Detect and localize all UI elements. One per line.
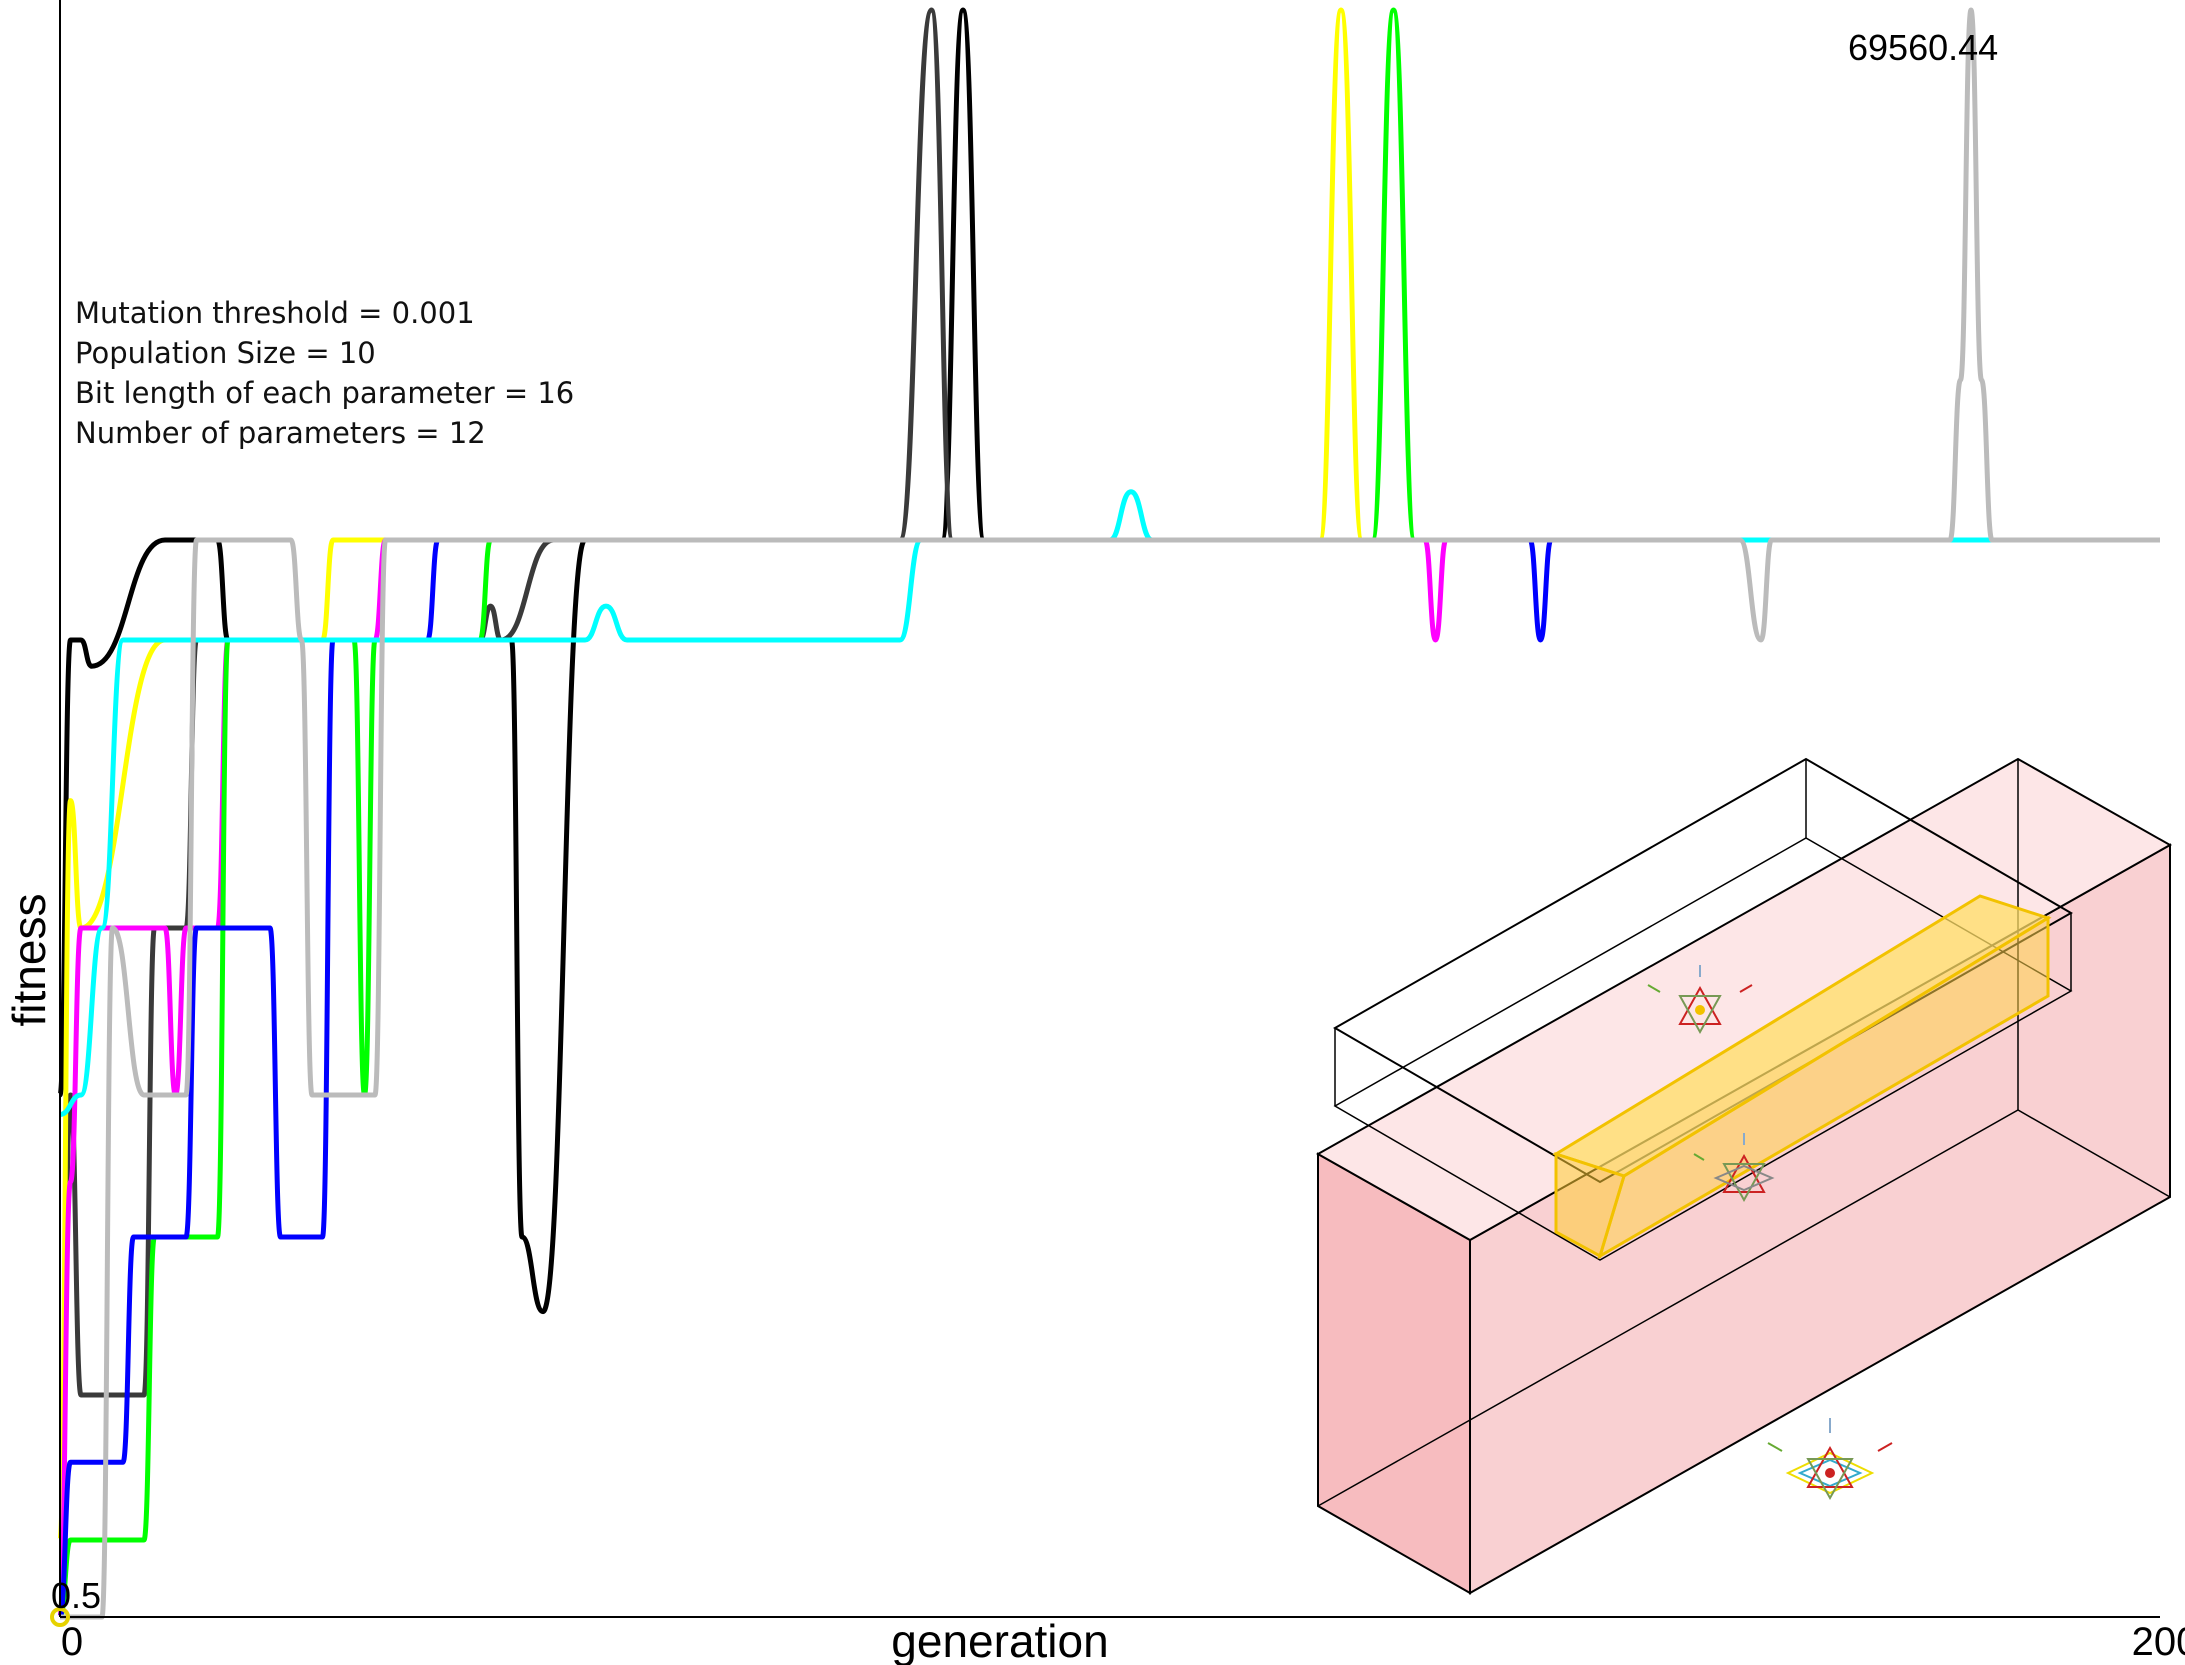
note-mutation-threshold: Mutation threshold = 0.001 xyxy=(75,296,475,330)
y-min-label: 0.5 xyxy=(51,1575,101,1616)
series-layer xyxy=(57,7,2160,1620)
marker-glyph-middle xyxy=(1693,1133,1775,1203)
yellow-bar-left xyxy=(1554,1151,1626,1259)
marker-glyph-top xyxy=(1647,965,1753,1035)
series-line-6 xyxy=(57,537,2160,1620)
series-line-2 xyxy=(57,7,2160,1620)
note-bit-length: Bit length of each parameter = 16 xyxy=(75,376,575,410)
x-tick-label-200: 200 xyxy=(2132,1620,2185,1664)
series-line-1 xyxy=(57,7,2160,1315)
note-population-size: Population Size = 10 xyxy=(75,336,376,370)
x-tick-label-0: 0 xyxy=(61,1620,83,1664)
series-line-8 xyxy=(60,7,2160,1620)
max-value-label: 69560.44 xyxy=(1848,27,1998,68)
y-axis-label: fitness xyxy=(3,894,55,1027)
x-axis-label: generation xyxy=(891,1615,1108,1665)
note-number-of-parameters: Number of parameters = 12 xyxy=(75,416,486,450)
pink-box-top-face xyxy=(1315,757,2173,1242)
origin-marker xyxy=(50,1607,70,1627)
geometry-illustration xyxy=(1315,757,2173,1595)
marker-glyph-bottom xyxy=(1767,1418,1893,1501)
